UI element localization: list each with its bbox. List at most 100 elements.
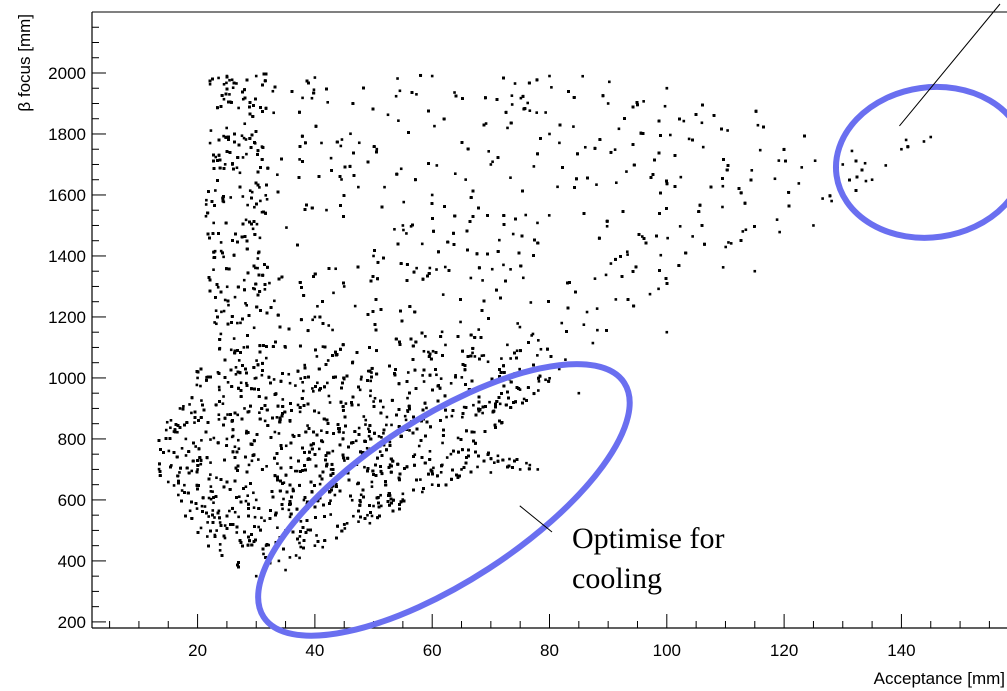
data-point	[439, 470, 443, 474]
data-point	[388, 494, 392, 497]
data-point	[329, 468, 333, 471]
data-point	[178, 471, 181, 474]
data-point	[250, 459, 254, 463]
data-point	[461, 415, 464, 419]
data-point	[223, 163, 227, 166]
data-point	[750, 169, 754, 172]
data-point	[340, 138, 344, 141]
data-point	[204, 203, 208, 206]
data-point	[922, 140, 926, 143]
data-point	[312, 390, 315, 393]
data-point	[441, 441, 444, 445]
data-point	[180, 489, 184, 492]
data-point	[318, 482, 322, 486]
data-point	[230, 78, 234, 82]
data-point	[471, 351, 474, 355]
data-point	[585, 310, 589, 314]
data-point	[484, 122, 488, 125]
data-point	[756, 123, 760, 127]
data-point	[496, 454, 500, 458]
data-point	[498, 402, 502, 406]
data-point	[433, 124, 436, 128]
data-point	[211, 509, 215, 512]
data-point	[398, 89, 402, 93]
data-point	[223, 524, 227, 527]
data-point	[481, 411, 484, 415]
data-point	[558, 141, 561, 145]
data-point	[212, 221, 216, 225]
data-point	[531, 332, 535, 336]
data-point	[454, 374, 457, 377]
data-point	[222, 134, 225, 138]
data-point	[439, 377, 443, 380]
data-point	[273, 299, 276, 303]
data-point	[298, 410, 302, 414]
data-point	[215, 529, 218, 532]
data-point	[263, 288, 267, 291]
data-point	[406, 396, 409, 400]
data-point	[252, 506, 256, 509]
data-point	[157, 467, 161, 471]
data-point	[385, 415, 389, 419]
data-point	[222, 395, 225, 398]
data-point	[593, 277, 597, 280]
data-point	[726, 129, 729, 132]
data-point	[402, 200, 406, 204]
data-point	[379, 493, 382, 497]
data-point	[669, 133, 672, 137]
data-point	[332, 291, 335, 295]
data-point	[528, 109, 532, 112]
data-point	[268, 281, 271, 285]
data-point	[169, 419, 173, 422]
data-point	[277, 432, 281, 435]
data-point	[295, 469, 299, 473]
data-point	[207, 496, 211, 500]
data-point	[615, 181, 618, 185]
data-point	[215, 476, 218, 480]
data-point	[373, 396, 377, 400]
data-point	[510, 94, 514, 97]
data-point	[204, 214, 208, 218]
data-point	[214, 189, 217, 192]
data-point	[213, 249, 217, 253]
data-point	[511, 232, 515, 236]
data-point	[298, 158, 301, 161]
data-point	[382, 431, 385, 435]
data-point	[526, 101, 530, 105]
data-point	[251, 227, 255, 231]
data-point	[326, 101, 330, 104]
data-point	[294, 384, 297, 387]
data-point	[605, 224, 609, 228]
data-point	[425, 406, 428, 410]
data-point	[510, 103, 514, 106]
data-point	[218, 388, 221, 392]
data-point	[240, 134, 244, 138]
data-point	[449, 452, 453, 456]
data-point	[260, 516, 263, 520]
data-point	[884, 164, 888, 167]
data-point	[506, 343, 509, 347]
data-point	[498, 238, 501, 242]
data-point	[486, 360, 490, 364]
data-point	[370, 371, 373, 374]
data-point	[415, 93, 418, 96]
data-point	[502, 263, 505, 267]
data-point	[427, 350, 430, 354]
data-point	[289, 456, 293, 460]
data-point	[254, 266, 257, 270]
data-point	[298, 556, 301, 560]
data-point	[625, 250, 629, 254]
data-point	[251, 287, 255, 290]
data-point	[473, 355, 477, 358]
data-point	[617, 127, 621, 131]
data-point	[212, 436, 216, 440]
data-point	[666, 236, 669, 240]
data-point	[190, 411, 193, 415]
data-point	[453, 91, 456, 94]
data-point	[544, 111, 547, 114]
data-point	[369, 394, 372, 398]
data-point	[203, 505, 207, 508]
data-point	[362, 415, 366, 418]
data-point	[342, 431, 345, 434]
data-point	[170, 464, 173, 467]
